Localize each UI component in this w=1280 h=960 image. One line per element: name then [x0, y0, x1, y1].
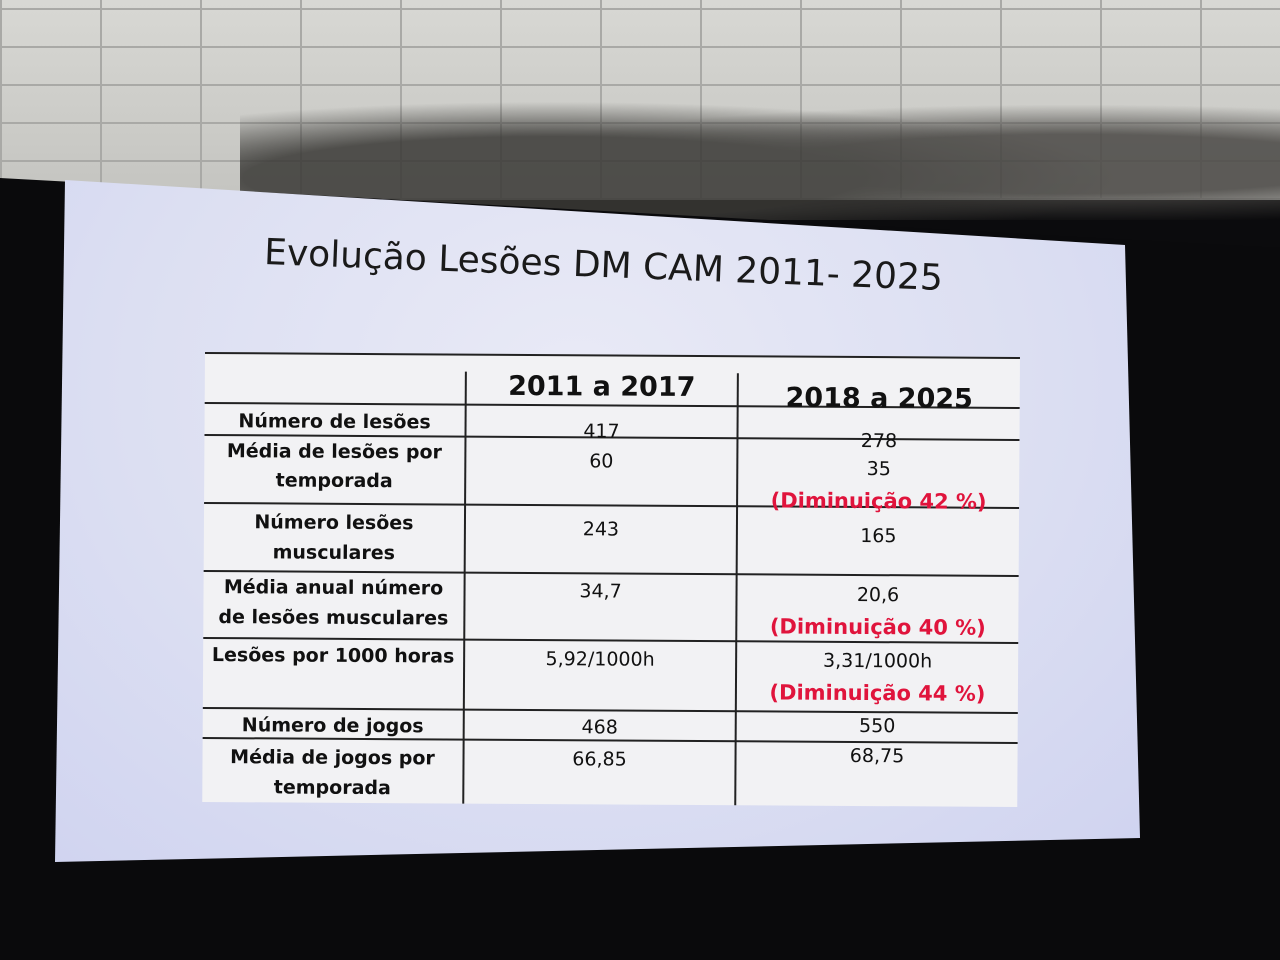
- row-label: Média de lesões por temporada: [226, 440, 442, 493]
- cell: 60: [589, 450, 614, 473]
- wall-mural: [240, 80, 1280, 220]
- cell: 468: [581, 716, 618, 739]
- decrease-note: (Diminuição 42 %): [770, 488, 987, 514]
- cell: 68,75: [849, 744, 905, 768]
- slide-title: Evolução Lesões DM CAM 2011- 2025: [263, 232, 944, 300]
- row-label: Média de jogos por temporada: [230, 746, 435, 800]
- cell: 243: [582, 518, 620, 541]
- row-label: Média anual número de lesões musculares: [218, 576, 449, 630]
- cell: 417: [583, 420, 620, 443]
- cell: 20,6: [856, 583, 900, 607]
- cell: 35: [866, 458, 891, 481]
- column-header: 2011 a 2017: [508, 370, 696, 403]
- row-label: Número de jogos: [241, 714, 424, 738]
- decrease-note: (Diminuição 44 %): [769, 680, 986, 706]
- cell: 5,92/1000h: [545, 648, 655, 671]
- cell: 3,31/1000h: [822, 649, 933, 673]
- decrease-note: (Diminuição 40 %): [769, 614, 986, 640]
- row-label: Número lesões musculares: [254, 511, 414, 565]
- column-header: 2018 a 2025: [785, 382, 973, 415]
- cell: 550: [859, 715, 896, 738]
- row-label: Número de lesões: [238, 410, 431, 434]
- cell: 278: [860, 430, 898, 453]
- injury-table: 2011 a 2017 2018 a 2025 Número de lesões…: [202, 352, 1020, 807]
- cell: 165: [860, 525, 897, 548]
- row-label: Lesões por 1000 horas: [211, 644, 455, 668]
- cell: 34,7: [579, 580, 622, 603]
- cell: 66,85: [572, 748, 627, 771]
- divider: [204, 352, 1020, 359]
